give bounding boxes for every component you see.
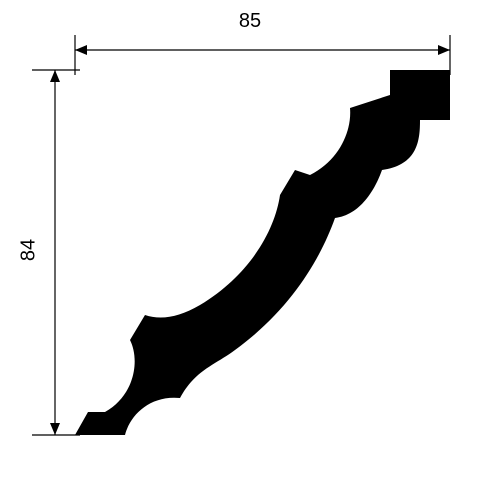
height-dimension-label: 84	[18, 239, 41, 261]
technical-diagram: 85 84	[0, 0, 500, 500]
diagram-svg	[0, 0, 500, 500]
top-dimension-line	[75, 35, 450, 75]
moulding-profile	[75, 70, 450, 435]
width-dimension-label: 85	[239, 10, 261, 33]
